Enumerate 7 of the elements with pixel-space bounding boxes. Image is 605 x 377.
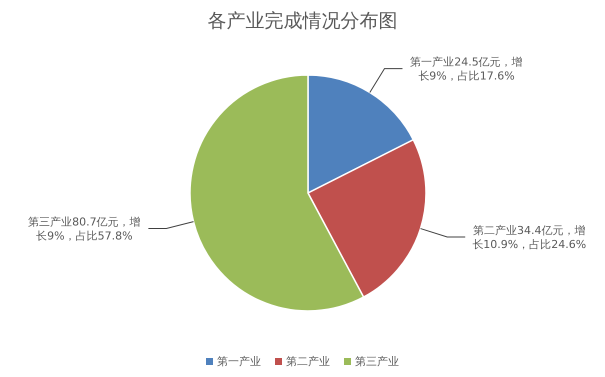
legend-label: 第二产业 xyxy=(286,354,330,369)
chart-title: 各产业完成情况分布图 xyxy=(206,9,398,34)
legend-label: 第三产业 xyxy=(355,354,399,369)
data-label: 第二产业34.4亿元，增长10.9%，占比24.6% xyxy=(472,224,586,251)
data-label: 第一产业24.5亿元，增长9%，占比17.6% xyxy=(410,56,523,83)
data-label: 第三产业80.7亿元，增长9%，占比57.8% xyxy=(28,215,141,242)
legend-label: 第一产业 xyxy=(217,354,261,369)
